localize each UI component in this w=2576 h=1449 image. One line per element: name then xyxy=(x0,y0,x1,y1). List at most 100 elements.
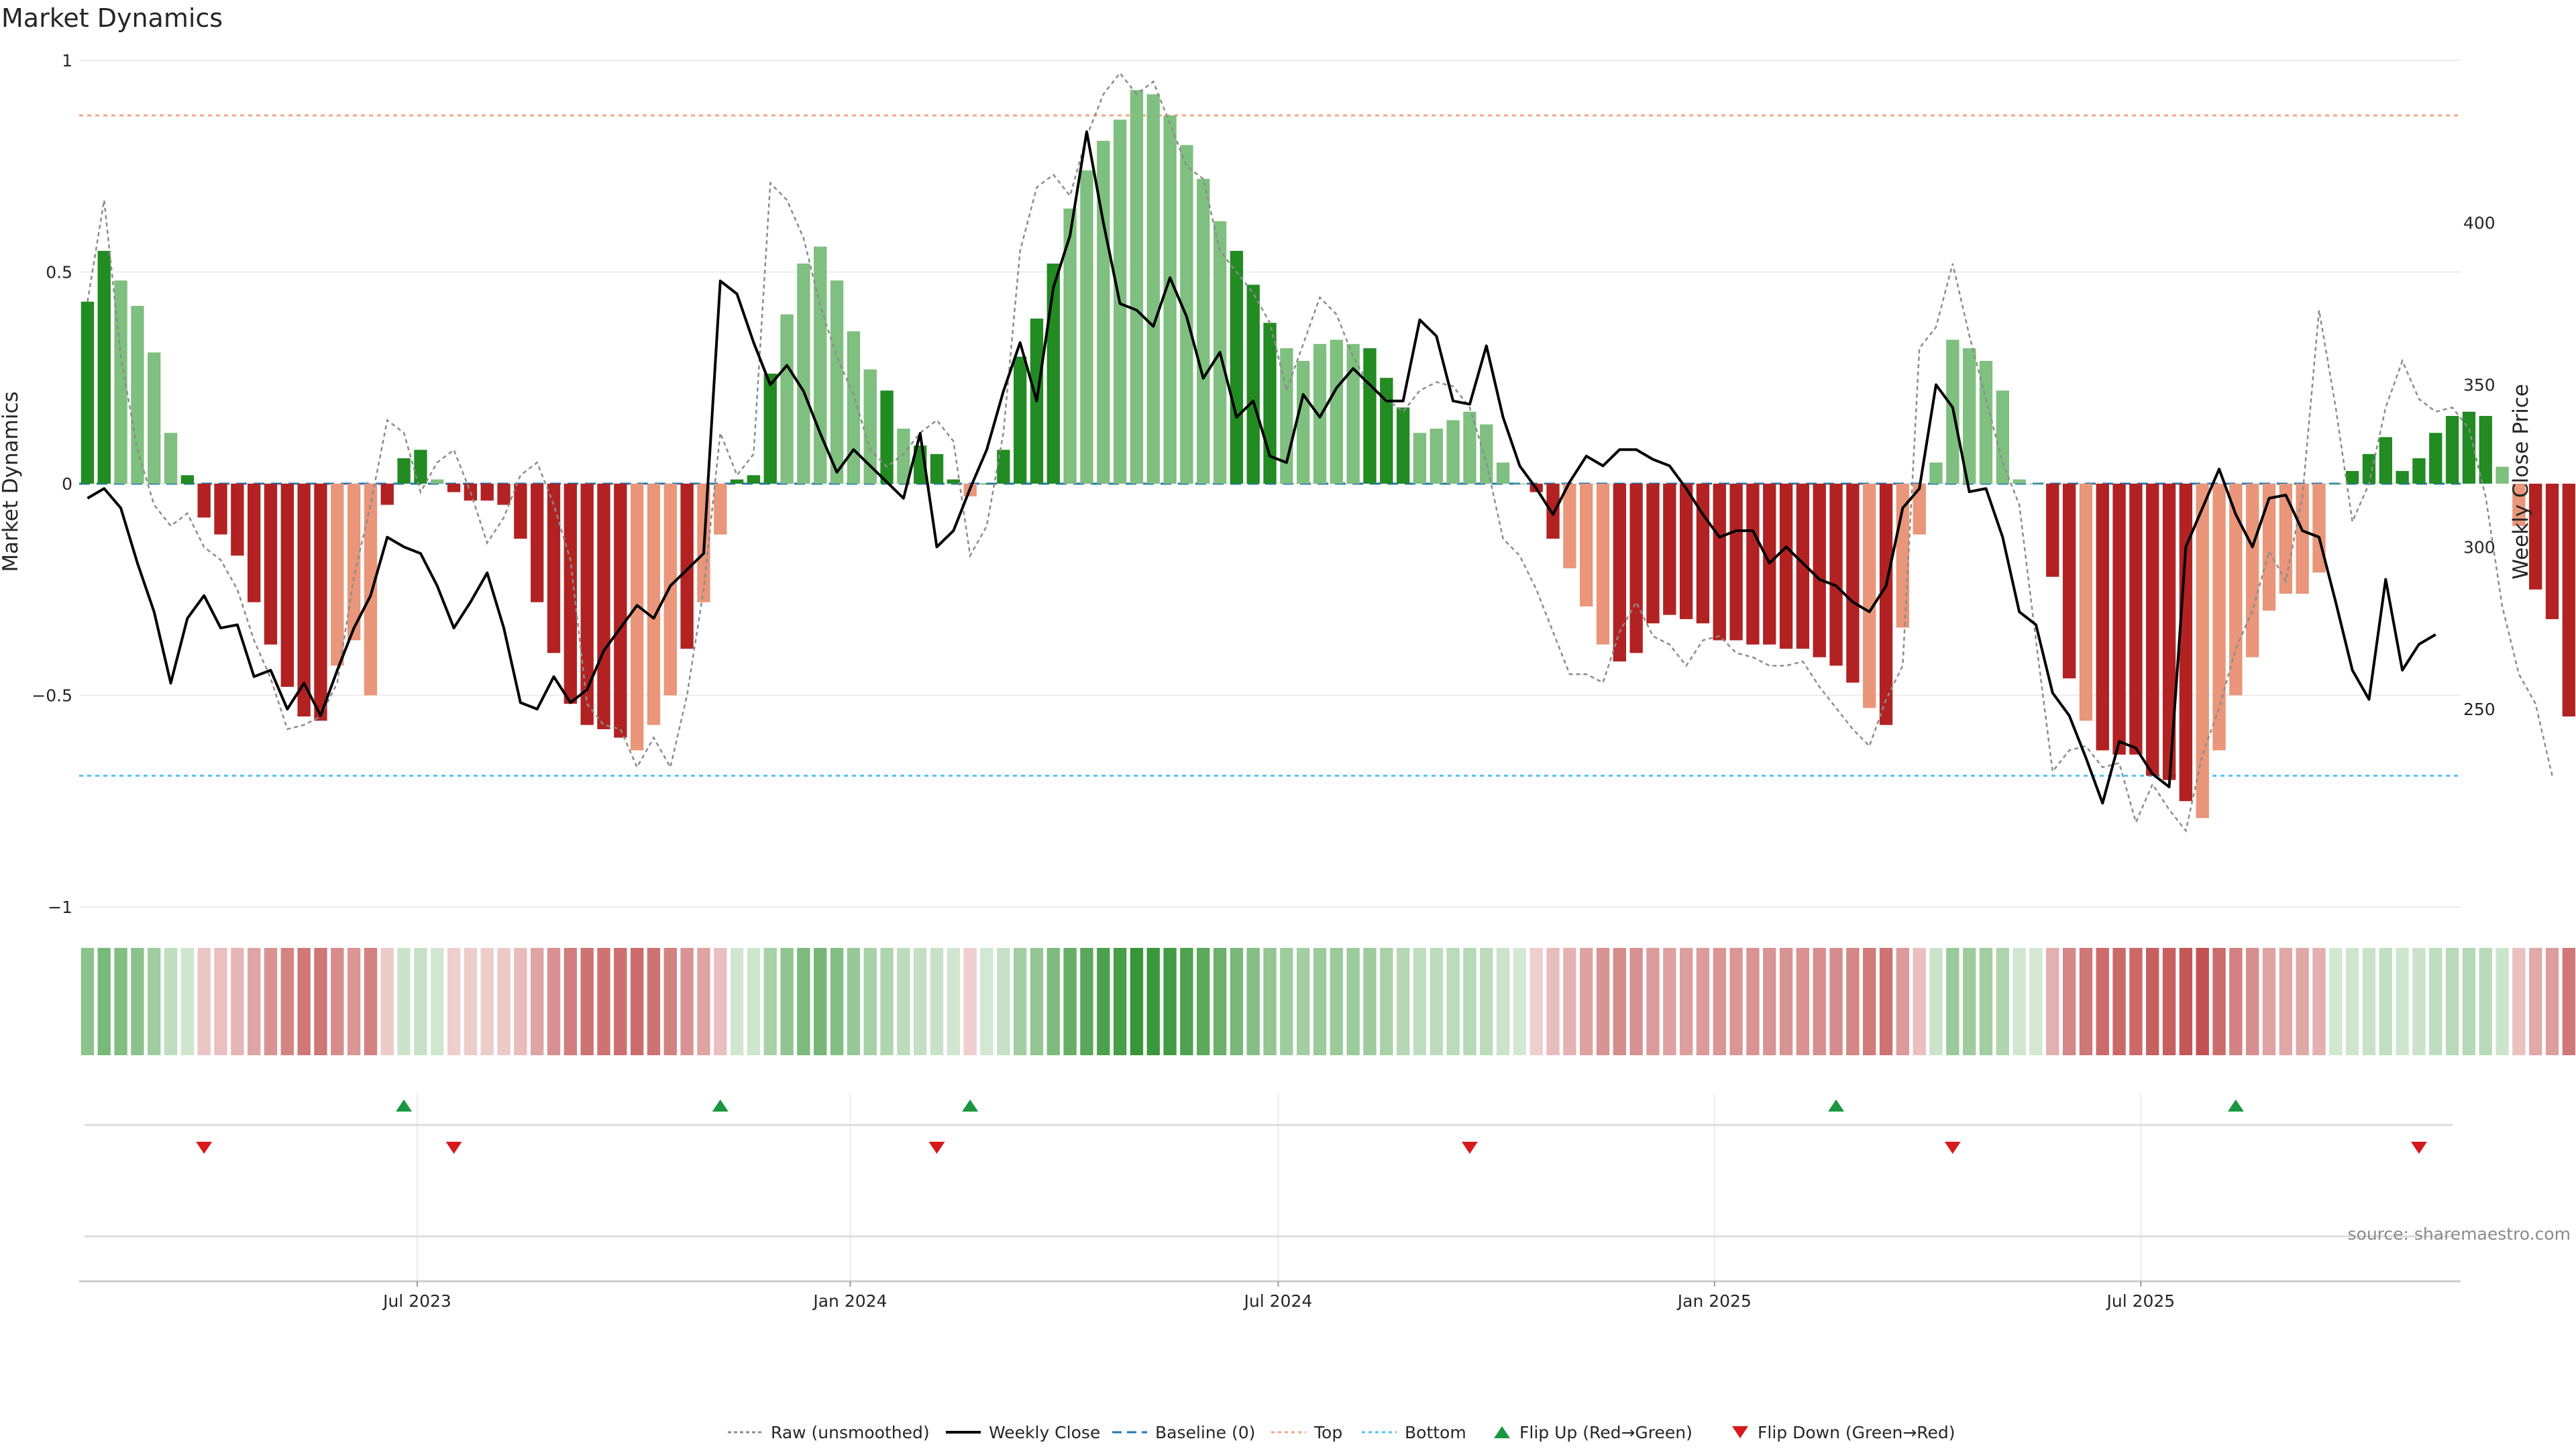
md-bar xyxy=(747,475,761,484)
heat-cell xyxy=(2212,948,2226,1055)
md-bar xyxy=(1729,484,1743,641)
heat-cell xyxy=(1213,948,1227,1055)
md-bar xyxy=(1713,484,1726,641)
flip-up-marker xyxy=(712,1099,729,1112)
md-bar xyxy=(1796,484,1810,649)
md-bar xyxy=(863,369,877,484)
md-bar xyxy=(714,484,727,535)
heat-cell xyxy=(2445,948,2459,1055)
md-bar xyxy=(1130,90,1144,484)
heat-cell xyxy=(614,948,627,1055)
md-bar xyxy=(364,484,378,696)
md-bar xyxy=(930,453,944,484)
legend-label: Baseline (0) xyxy=(1155,1423,1255,1442)
md-bar xyxy=(514,484,527,539)
heat-cell xyxy=(1130,948,1144,1055)
heat-cell xyxy=(880,948,894,1055)
heat-cell xyxy=(2545,948,2559,1055)
md-bar xyxy=(431,479,444,484)
heat-cell xyxy=(2379,948,2392,1055)
flip-down-marker xyxy=(928,1142,945,1154)
heat-cell xyxy=(1296,948,1310,1055)
heat-cell xyxy=(497,948,511,1055)
left-axis-ticks: 1 0.5 0 −0.5 −1 xyxy=(32,51,72,917)
heat-cell xyxy=(1396,948,1410,1055)
heat-cell xyxy=(347,948,361,1055)
md-bar xyxy=(763,373,777,484)
md-bar xyxy=(897,428,910,484)
heat-cell xyxy=(814,948,827,1055)
md-bar xyxy=(780,314,794,484)
heat-cell xyxy=(1829,948,1843,1055)
left-tick-label: 1 xyxy=(62,51,72,70)
md-bar xyxy=(1996,390,2009,484)
md-bar xyxy=(1013,356,1027,484)
heat-cell xyxy=(1030,948,1044,1055)
md-bar xyxy=(847,331,861,484)
heat-cell xyxy=(1746,948,1760,1055)
md-bar xyxy=(2512,484,2526,527)
heat-cell xyxy=(2296,948,2309,1055)
heat-cell xyxy=(1663,948,1676,1055)
md-bar xyxy=(1979,361,1993,484)
heat-cell xyxy=(131,948,144,1055)
md-bar xyxy=(2112,484,2126,755)
md-bar xyxy=(2229,484,2243,696)
heat-cell xyxy=(947,948,961,1055)
md-bar xyxy=(1263,323,1277,484)
heat-cell xyxy=(2279,948,2293,1055)
heat-cell xyxy=(1113,948,1127,1055)
md-bar xyxy=(1779,484,1793,649)
heat-cell xyxy=(1363,948,1377,1055)
heat-cell xyxy=(1480,948,1493,1055)
md-bar xyxy=(2146,484,2159,776)
md-bar xyxy=(547,484,561,653)
heat-cell xyxy=(1496,948,1510,1055)
md-bar xyxy=(2362,453,2376,484)
heat-cell xyxy=(214,948,227,1055)
md-bar xyxy=(1380,378,1393,484)
heat-cell xyxy=(2462,948,2476,1055)
heat-cell xyxy=(663,948,677,1055)
x-tick-label: Jul 2024 xyxy=(1243,1291,1313,1311)
md-bar xyxy=(2545,484,2559,619)
md-bar xyxy=(814,246,827,484)
heat-cell xyxy=(1513,948,1527,1055)
md-bar xyxy=(2296,484,2309,594)
heat-cell xyxy=(714,948,727,1055)
md-bar xyxy=(497,484,511,505)
heat-cell xyxy=(797,948,810,1055)
md-bar xyxy=(1629,484,1643,653)
md-bar xyxy=(1197,178,1210,484)
momentum-heat-strip xyxy=(80,948,2576,1055)
source-attribution: source: sharemaestro.com xyxy=(2348,1224,2571,1244)
heat-cell xyxy=(464,948,478,1055)
md-bar xyxy=(680,484,694,649)
md-bar xyxy=(2379,437,2392,484)
heat-cell xyxy=(447,948,461,1055)
legend-item-up: Flip Up (Red→Green) xyxy=(1494,1423,1693,1442)
legend-item-bottom: Bottom xyxy=(1362,1423,1466,1442)
heat-cell xyxy=(2312,948,2326,1055)
md-bar xyxy=(630,484,644,751)
md-bar xyxy=(597,484,610,729)
raw-line xyxy=(87,71,2553,833)
heat-cell xyxy=(431,948,444,1055)
md-bar xyxy=(2096,484,2109,751)
md-bar xyxy=(1480,424,1493,484)
heat-cell xyxy=(2096,948,2109,1055)
flip-up-marker xyxy=(396,1099,413,1112)
heat-cell xyxy=(1813,948,1826,1055)
heat-cell xyxy=(1313,948,1327,1055)
heat-cell xyxy=(1446,948,1460,1055)
heat-cell xyxy=(1097,948,1110,1055)
heat-cell xyxy=(597,948,610,1055)
heat-cell xyxy=(2262,948,2276,1055)
heat-cell xyxy=(1646,948,1660,1055)
heat-cell xyxy=(1596,948,1610,1055)
heat-cell xyxy=(847,948,861,1055)
right-tick-label: 300 xyxy=(2463,537,2496,557)
md-bar xyxy=(2496,466,2509,484)
x-tick-label: Jan 2024 xyxy=(812,1291,887,1311)
heat-cell xyxy=(1280,948,1293,1055)
